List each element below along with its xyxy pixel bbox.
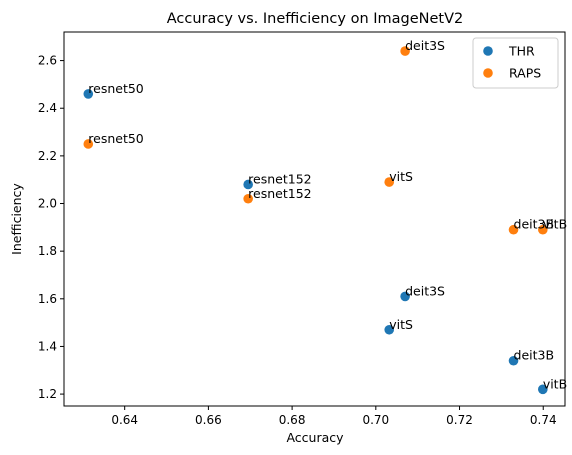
point-label: deit3B [514, 348, 555, 363]
y-axis-label: Inefficiency [9, 183, 24, 255]
scatter-point-thr [400, 291, 410, 302]
y-tick-label: 1.6 [38, 292, 57, 306]
point-label: resnet152 [248, 171, 311, 186]
plot-frame [63, 31, 566, 407]
chart-title: Accuracy vs. Inefficiency on ImageNetV2 [167, 11, 464, 27]
y-tick-label: 2.6 [38, 54, 57, 68]
legend-label: RAPS [509, 66, 541, 81]
point-label: deit3S [405, 283, 445, 298]
legend-marker-raps [483, 68, 493, 78]
y-tick-label: 1.2 [38, 387, 57, 401]
y-tick-label: 2.0 [38, 197, 57, 211]
x-tick-label: 0.68 [279, 413, 306, 427]
scatter-point-thr [384, 324, 395, 335]
legend-label: THR [508, 44, 535, 59]
scatter-point-raps [384, 177, 395, 187]
scatter-point-raps [538, 224, 548, 235]
point-label: resnet152 [248, 186, 311, 201]
scatter-point-raps [243, 193, 253, 204]
point-label: vitS [389, 317, 413, 332]
x-tick-label: 0.66 [195, 413, 222, 427]
y-tick-label: 1.8 [38, 244, 57, 258]
y-tick-label: 1.4 [38, 339, 57, 353]
scatter-point-thr [83, 89, 94, 99]
point-label: resnet50 [88, 131, 144, 146]
legend-marker-thr [483, 46, 493, 56]
scatter-point-thr [538, 384, 548, 395]
point-label: deit3B [514, 217, 555, 232]
scatter-point-thr [243, 179, 253, 190]
y-tick-label: 2.4 [38, 101, 57, 115]
data-points [83, 46, 548, 395]
point-label: vitS [389, 169, 413, 184]
x-axis-label: Accuracy [286, 430, 344, 445]
scatter-point-raps [508, 224, 519, 235]
point-label: resnet50 [88, 81, 144, 96]
y-tick-label: 2.2 [38, 149, 57, 163]
legend: THR RAPS [472, 37, 559, 89]
x-tick-label: 0.72 [446, 413, 473, 427]
point-labels: resnet50resnet152deit3SvitSdeit3BvitBdei… [88, 38, 567, 391]
scatter-point-raps [83, 139, 94, 149]
point-label: vitB [543, 376, 567, 391]
scatter-point-thr [508, 355, 519, 366]
x-tick-label: 0.64 [111, 413, 138, 427]
x-tick-label: 0.74 [530, 413, 557, 427]
point-label: deit3S [405, 38, 445, 53]
x-tick-label: 0.70 [362, 413, 389, 427]
legend-box [472, 37, 559, 89]
point-label: vitB [543, 217, 567, 232]
scatter-point-raps [400, 46, 410, 56]
axis-ticks: 0.64 0.66 0.68 0.70 0.72 0.74 1.2 1.4 1.6 1.8 2.0 2… [38, 54, 557, 427]
